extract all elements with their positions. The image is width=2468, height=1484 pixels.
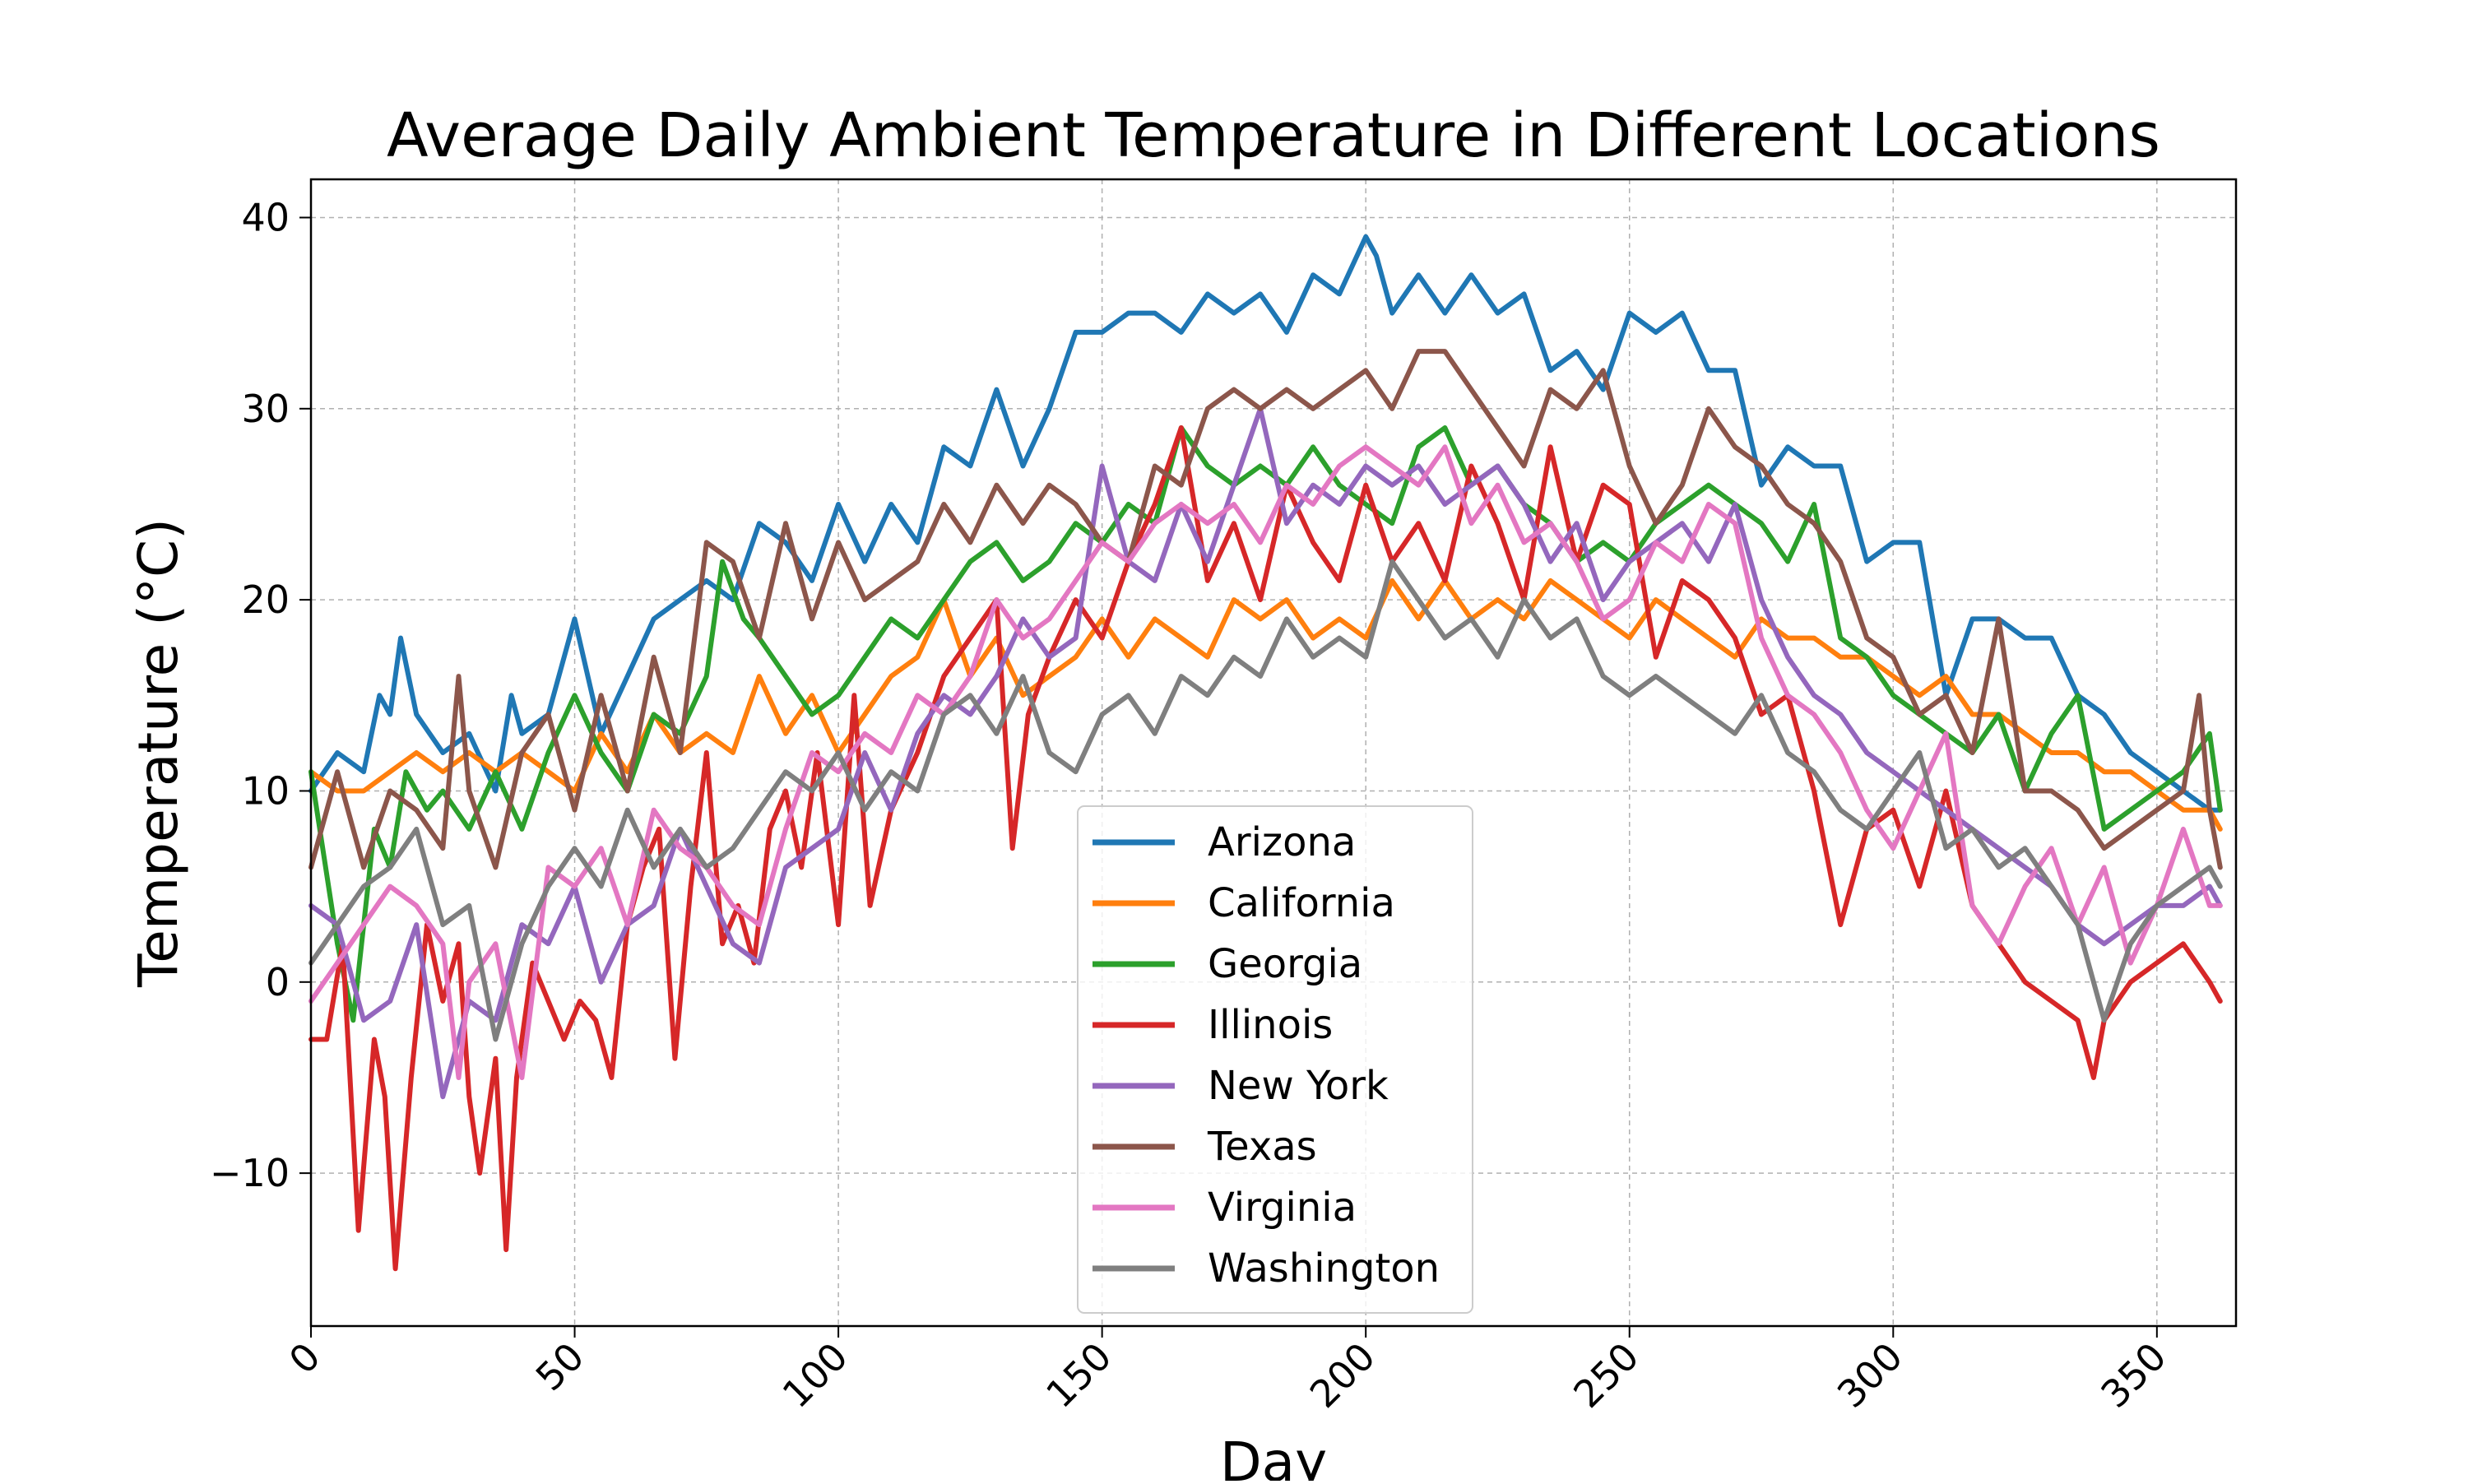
legend-label-virginia: Virginia	[1208, 1185, 1357, 1231]
legend-label-california: California	[1208, 880, 1395, 926]
series-line-new-york	[308, 406, 2223, 1100]
legend-label-new-york: New York	[1208, 1063, 1389, 1109]
y-tick-label: 30	[241, 387, 290, 431]
axes-frame	[309, 178, 2238, 1328]
legend-box	[1077, 805, 1473, 1314]
grid-layer	[310, 179, 2236, 1326]
legend-label-illinois: Illinois	[1208, 1002, 1333, 1048]
y-tick-label: 40	[241, 195, 290, 239]
legend-entries: Arizona California Georgia Illinois New York…	[1093, 819, 1440, 1292]
y-tick-label: 20	[241, 577, 290, 622]
y-axis-label: Temperature (°C)	[127, 518, 190, 988]
y-tick-label: 0	[266, 960, 290, 1004]
series-line-virginia	[308, 444, 2223, 1080]
legend-label-arizona: Arizona	[1208, 819, 1356, 865]
y-tick-label: −10	[210, 1151, 290, 1195]
series-line-texas	[308, 349, 2223, 870]
legend-label-washington: Washington	[1208, 1245, 1440, 1292]
series-line-washington	[308, 559, 2223, 1042]
y-tick-label: 10	[241, 768, 290, 813]
legend-label-georgia: Georgia	[1208, 941, 1362, 987]
legend: Arizona California Georgia Illinois New York…	[1077, 805, 1473, 1314]
series-layer	[308, 234, 2223, 1272]
series-line-arizona	[308, 234, 2223, 813]
legend-label-texas: Texas	[1207, 1124, 1317, 1170]
chart-title: Average Daily Ambient Temperature in Dif…	[387, 100, 2160, 171]
x-axis-label: Day	[1220, 1431, 1327, 1481]
